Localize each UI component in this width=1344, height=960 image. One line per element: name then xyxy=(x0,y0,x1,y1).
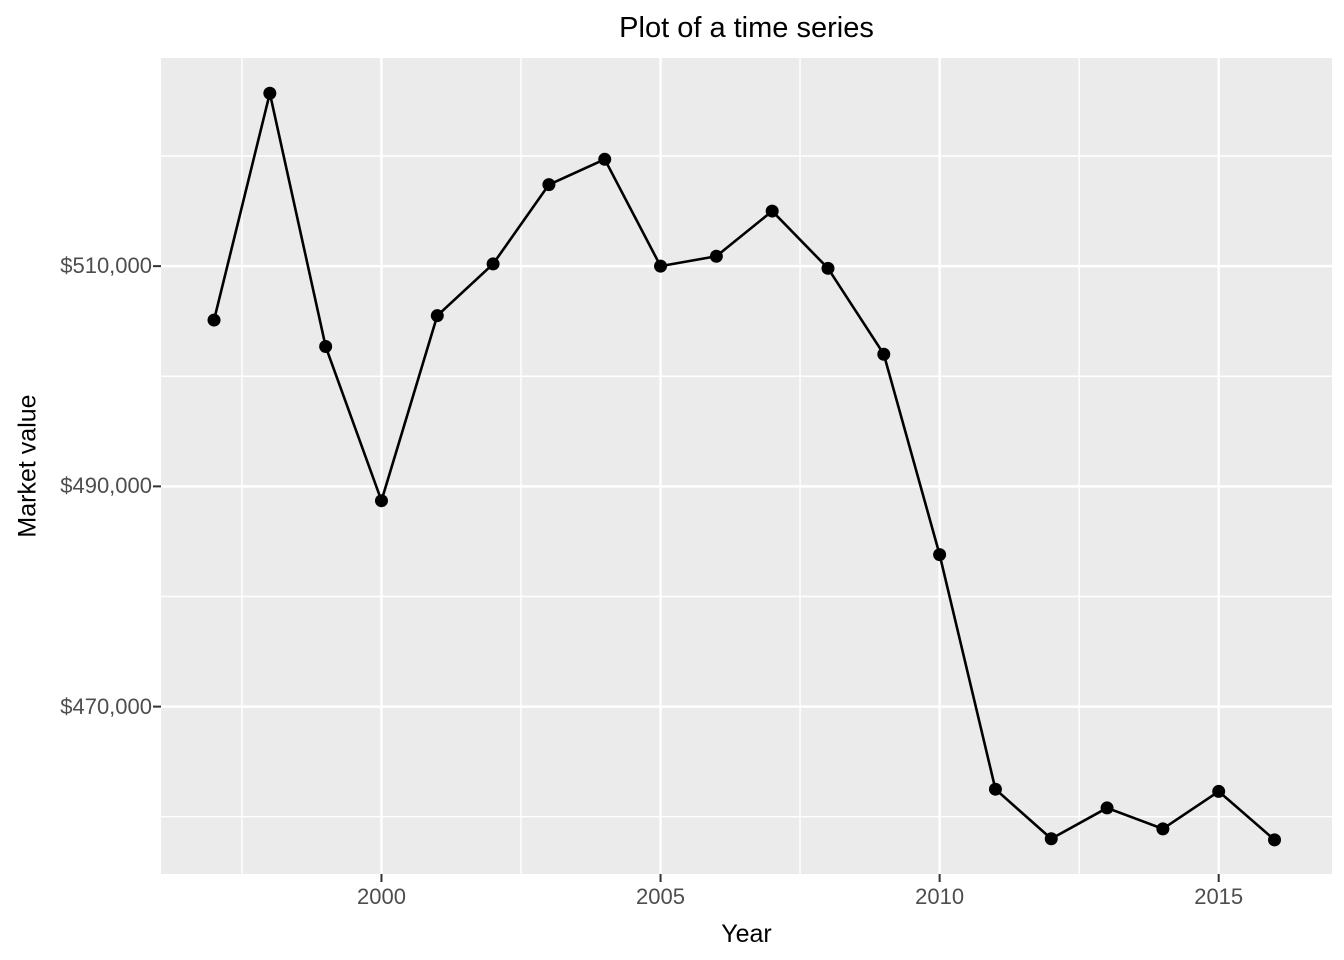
data-point xyxy=(821,261,835,275)
data-point xyxy=(654,259,668,273)
y-tick-label-510000: $510,000 xyxy=(60,253,152,279)
data-point xyxy=(598,152,612,166)
x-axis-title: Year xyxy=(721,920,772,948)
x-tick-label-2015: 2015 xyxy=(1194,884,1244,909)
data-point xyxy=(263,86,277,100)
data-point xyxy=(486,257,500,271)
data-point xyxy=(207,313,221,327)
y-tick-label-490000: $490,000 xyxy=(60,473,152,499)
data-point xyxy=(877,347,891,361)
data-point xyxy=(933,548,947,562)
data-point xyxy=(709,249,723,263)
y-axis-title: Market value xyxy=(13,394,42,538)
data-point xyxy=(765,204,779,218)
x-tick-label-2005: 2005 xyxy=(636,884,686,909)
data-point xyxy=(988,782,1002,796)
chart-title: Plot of a time series xyxy=(619,12,874,44)
data-point xyxy=(1100,801,1114,815)
data-point xyxy=(430,309,444,323)
x-tick-label-2010: 2010 xyxy=(915,884,965,909)
data-point xyxy=(542,178,556,192)
panel-background xyxy=(161,58,1332,874)
x-tick-label-2000: 2000 xyxy=(356,884,406,909)
y-tick-label-470000: $470,000 xyxy=(60,693,152,719)
series-line xyxy=(212,91,1276,841)
data-point xyxy=(1156,822,1170,836)
data-point xyxy=(1212,784,1226,798)
data-point xyxy=(1044,832,1058,846)
data-point xyxy=(319,340,333,354)
data-point xyxy=(1268,833,1282,847)
data-point xyxy=(374,494,388,508)
